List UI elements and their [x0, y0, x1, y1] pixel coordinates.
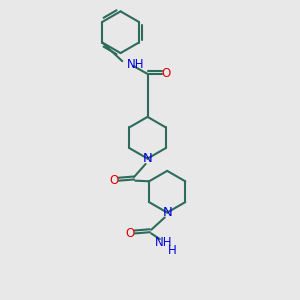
- Text: O: O: [126, 227, 135, 240]
- Text: O: O: [161, 68, 171, 80]
- Text: N: N: [143, 152, 152, 165]
- Text: O: O: [110, 174, 119, 187]
- Text: NH: NH: [155, 236, 172, 248]
- Text: H: H: [168, 244, 176, 257]
- Text: NH: NH: [127, 58, 144, 70]
- Text: N: N: [162, 206, 172, 219]
